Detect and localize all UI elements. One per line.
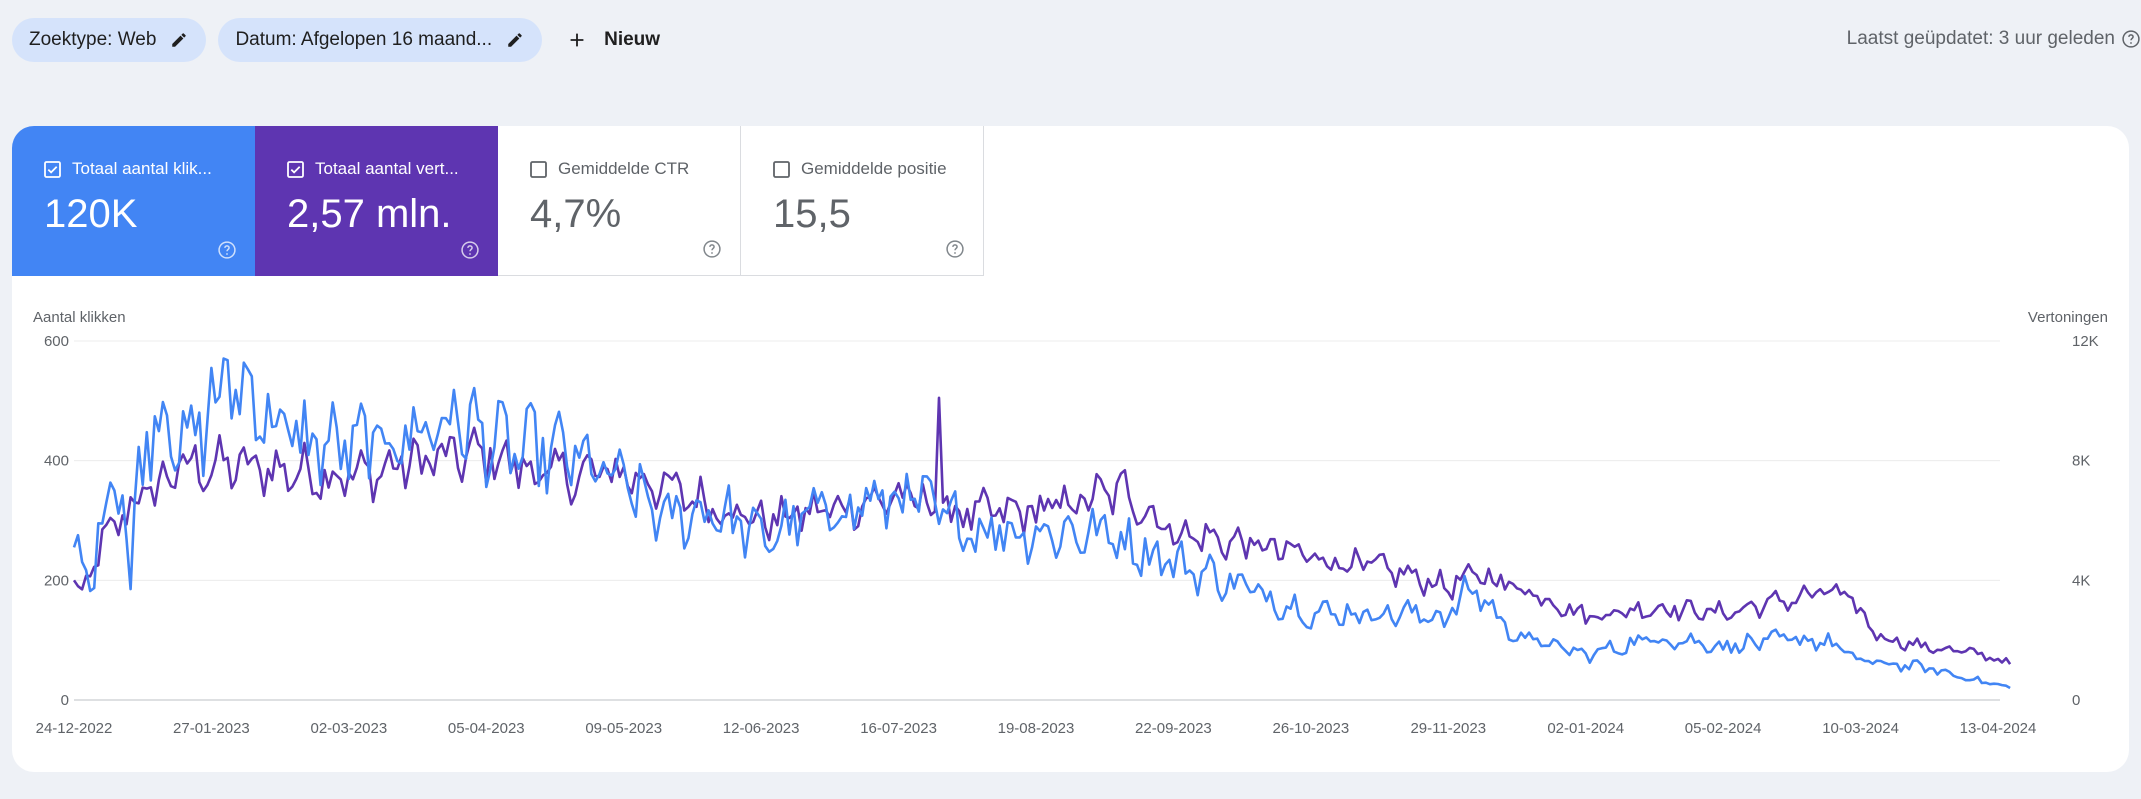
y-tick-right: 12K <box>2072 333 2099 350</box>
total-clicks-value: 120K <box>44 192 138 236</box>
search-type-filter-label: Zoektype: Web <box>29 29 157 50</box>
average-ctr-metric[interactable]: Gemiddelde CTR 4,7% <box>498 126 741 276</box>
x-tick-label: 16-07-2023 <box>860 720 937 737</box>
date-filter-label: Datum: Afgelopen 16 maand... <box>235 29 493 50</box>
average-ctr-value: 4,7% <box>530 192 622 236</box>
clicks-line <box>72 357 2011 690</box>
plus-icon <box>566 29 588 51</box>
x-tick-label: 05-02-2024 <box>1685 720 1762 737</box>
average-position-value: 15,5 <box>773 192 851 236</box>
checkbox-checked-icon[interactable] <box>287 160 304 178</box>
x-tick-label: 24-12-2022 <box>36 720 113 737</box>
last-updated-text: Laatst geüpdatet: 3 uur geleden <box>1846 28 2115 49</box>
total-clicks-label: Totaal aantal klik... <box>72 159 212 178</box>
y-tick-right: 4K <box>2072 572 2090 589</box>
x-tick-label: 26-10-2023 <box>1272 720 1349 737</box>
date-filter-chip[interactable]: Datum: Afgelopen 16 maand... <box>218 18 543 62</box>
right-axis-title: Vertoningen <box>2027 309 2108 326</box>
x-tick-label: 10-03-2024 <box>1822 720 1899 737</box>
average-position-label: Gemiddelde positie <box>801 159 947 178</box>
search-type-filter-chip[interactable]: Zoektype: Web <box>12 18 207 62</box>
chart-ticks: 0 0 200 4K 400 8K 600 12K 24-12-2022 27-01-2023 02… <box>36 333 2099 737</box>
y-tick-right: 0 <box>2072 692 2080 709</box>
checkbox-unchecked-icon[interactable] <box>773 160 790 178</box>
x-tick-label: 09-05-2023 <box>585 720 662 737</box>
x-tick-label: 02-01-2024 <box>1547 720 1624 737</box>
performance-chart: 0 0 200 4K 400 8K 600 12K 24-12-2022 27-01-2023 02… <box>36 333 2099 737</box>
filter-bar: Zoektype: Web Datum: Afgelopen 16 maand.… <box>12 18 672 62</box>
edit-pencil-icon[interactable] <box>506 31 524 49</box>
y-tick-left: 400 <box>44 453 69 470</box>
help-icon[interactable] <box>460 240 480 260</box>
x-tick-label: 22-09-2023 <box>1135 720 1212 737</box>
x-tick-label: 13-04-2024 <box>1960 720 2037 737</box>
total-impressions-label: Totaal aantal vert... <box>315 159 459 178</box>
total-impressions-value: 2,57 mln. <box>287 192 452 236</box>
y-tick-left: 600 <box>44 333 69 350</box>
new-filter-button[interactable]: Nieuw <box>554 18 672 62</box>
y-tick-right: 8K <box>2072 453 2090 470</box>
new-filter-label: Nieuw <box>604 29 661 50</box>
help-icon[interactable] <box>217 240 237 260</box>
left-axis-title: Aantal klikken <box>33 309 126 326</box>
impressions-line <box>72 396 2012 665</box>
total-impressions-metric[interactable]: Totaal aantal vert... 2,57 mln. <box>255 126 498 276</box>
last-updated: Laatst geüpdatet: 3 uur geleden <box>1847 28 2141 50</box>
performance-card: Totaal aantal klik... 120K Totaal aantal… <box>12 126 2129 772</box>
y-tick-left: 0 <box>61 692 69 709</box>
x-tick-label: 05-04-2023 <box>448 720 525 737</box>
edit-pencil-icon[interactable] <box>170 31 188 49</box>
help-icon[interactable] <box>702 239 722 259</box>
checkbox-unchecked-icon[interactable] <box>530 160 547 178</box>
x-tick-label: 29-11-2023 <box>1410 720 1486 737</box>
average-ctr-label: Gemiddelde CTR <box>558 159 690 178</box>
chart-series <box>72 357 2012 690</box>
chart-grid <box>74 340 2000 701</box>
checkbox-checked-icon[interactable] <box>44 160 61 178</box>
y-tick-left: 200 <box>44 572 69 589</box>
help-icon[interactable] <box>945 239 965 259</box>
x-tick-label: 02-03-2023 <box>310 720 387 737</box>
metric-tabs: Totaal aantal klik... 120K Totaal aantal… <box>12 126 984 276</box>
average-position-metric[interactable]: Gemiddelde positie 15,5 <box>741 126 984 276</box>
help-icon[interactable] <box>2121 29 2141 49</box>
total-clicks-metric[interactable]: Totaal aantal klik... 120K <box>12 126 255 276</box>
x-tick-label: 12-06-2023 <box>723 720 800 737</box>
x-tick-label: 19-08-2023 <box>998 720 1075 737</box>
x-tick-label: 27-01-2023 <box>173 720 250 737</box>
